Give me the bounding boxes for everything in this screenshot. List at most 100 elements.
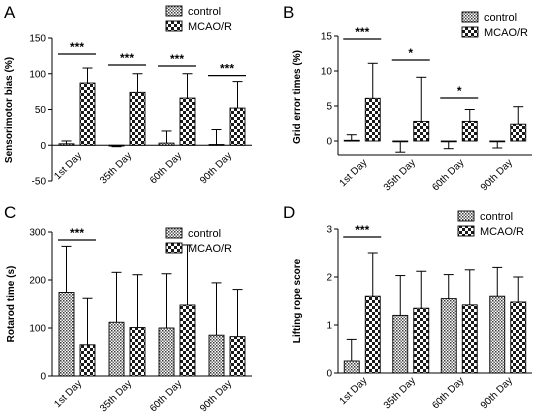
- y-axis-label: Lifting rope score: [292, 258, 303, 343]
- bar-mcao-r: [413, 307, 430, 374]
- bar-control: [108, 144, 125, 147]
- panel-a: A -50 0 50 100 150 Sensorimotor bias (%) 1st Da…: [4, 3, 252, 188]
- legend-swatch: [457, 225, 475, 237]
- x-tick-label: 60th Day: [148, 150, 184, 186]
- legend-label: control: [188, 228, 221, 240]
- y-tick-label: 0: [40, 141, 46, 152]
- bar-control: [58, 292, 75, 377]
- bar-control: [343, 360, 360, 374]
- bar-control: [58, 143, 75, 146]
- x-tick-label: 35th Day: [98, 378, 134, 414]
- y-axis-label: Grid error times (%): [292, 50, 303, 144]
- bar-control: [208, 334, 225, 377]
- x-tick-label: 1st Day: [52, 378, 84, 410]
- panel-d: D 0 1 2 3 Lifting rope score 1st Day *** 35th Da…: [283, 203, 532, 411]
- legend-swatch: [461, 11, 479, 23]
- y-tick-label: 10: [321, 67, 333, 78]
- panel-letter: B: [283, 3, 294, 22]
- significance-stars: ***: [220, 62, 234, 76]
- legend-swatch: [165, 242, 183, 254]
- y-tick-label: 0: [40, 372, 46, 383]
- legend-swatch: [457, 210, 475, 222]
- bar-control: [208, 144, 225, 146]
- y-tick-label: 50: [35, 105, 47, 116]
- significance-stars: *: [408, 46, 413, 60]
- bar-mcao-r: [364, 97, 381, 142]
- legend-swatch: [165, 20, 183, 32]
- significance-stars: ***: [120, 51, 134, 65]
- significance-stars: ***: [355, 25, 369, 39]
- bar-control: [343, 139, 360, 142]
- bar-mcao-r: [229, 107, 246, 146]
- bar-mcao-r: [79, 344, 96, 377]
- x-tick-label: 35th Day: [382, 375, 418, 411]
- x-tick-label: 1st Day: [338, 157, 370, 189]
- x-tick-label: 1st Day: [52, 150, 84, 182]
- y-tick-label: -50: [32, 177, 47, 188]
- legend-swatch: [461, 26, 479, 38]
- x-tick-label: 90th Day: [479, 375, 515, 411]
- legend-swatch: [165, 227, 183, 239]
- bar-mcao-r: [179, 97, 196, 146]
- bar-mcao-r: [129, 327, 146, 377]
- y-tick-label: 2: [326, 273, 332, 284]
- legend-label: control: [480, 211, 513, 223]
- legend-label: MCAO/R: [188, 243, 232, 255]
- significance-stars: ***: [170, 52, 184, 66]
- y-axis-label: Sensorimotor bias (%): [4, 57, 15, 163]
- x-tick-label: 1st Day: [338, 375, 370, 407]
- bar-mcao-r: [129, 91, 146, 146]
- bar-control: [392, 314, 409, 374]
- y-tick-label: 150: [29, 34, 46, 45]
- significance-stars: *: [457, 84, 462, 98]
- bar-mcao-r: [229, 336, 246, 377]
- legend-label: control: [188, 6, 221, 18]
- bar-control: [440, 298, 457, 374]
- x-tick-label: 60th Day: [430, 157, 466, 193]
- x-tick-label: 60th Day: [430, 375, 466, 411]
- y-tick-label: 200: [29, 276, 46, 287]
- y-tick-label: 3: [326, 225, 332, 236]
- x-tick-label: 35th Day: [382, 157, 418, 193]
- bar-control: [158, 142, 175, 146]
- bar-mcao-r: [461, 304, 478, 374]
- x-tick-label: 90th Day: [198, 378, 234, 414]
- panel-letter: D: [283, 203, 295, 222]
- panel-b: B 0 5 10 15 Grid error times (%) 1st Day *** 35t…: [283, 3, 532, 193]
- y-tick-label: 100: [29, 324, 46, 335]
- bar-control: [489, 295, 506, 374]
- y-axis-label: Rotarod time (s): [6, 266, 17, 343]
- panel-letter: A: [4, 3, 16, 22]
- bar-mcao-r: [461, 120, 478, 142]
- bar-mcao-r: [364, 295, 381, 374]
- y-tick-label: 0: [326, 137, 332, 148]
- y-tick-label: 15: [321, 32, 333, 43]
- legend-label: control: [484, 12, 517, 24]
- bar-mcao-r: [179, 304, 196, 377]
- significance-stars: ***: [355, 223, 369, 237]
- bar-mcao-r: [79, 82, 96, 146]
- x-tick-label: 90th Day: [479, 157, 515, 193]
- y-tick-label: 1: [326, 321, 332, 332]
- x-tick-label: 60th Day: [148, 378, 184, 414]
- legend-label: MCAO/R: [484, 27, 528, 39]
- y-tick-label: 5: [326, 102, 332, 113]
- bar-control: [489, 140, 506, 143]
- y-tick-label: 0: [326, 369, 332, 380]
- significance-stars: ***: [70, 40, 84, 54]
- bar-mcao-r: [413, 120, 430, 142]
- panel-c: C 0 100 200 300 Rotarod time (s) 1st Day *** 35t…: [4, 203, 252, 414]
- legend-swatch: [165, 5, 183, 17]
- y-tick-label: 300: [29, 228, 46, 239]
- y-tick-label: 100: [29, 69, 46, 80]
- bar-control: [158, 327, 175, 377]
- x-tick-label: 35th Day: [98, 150, 134, 186]
- bar-control: [108, 321, 125, 377]
- bar-mcao-r: [510, 123, 527, 142]
- bar-control: [440, 140, 457, 143]
- x-tick-label: 90th Day: [198, 150, 234, 186]
- legend-label: MCAO/R: [188, 21, 232, 33]
- significance-stars: ***: [70, 226, 84, 240]
- legend-label: MCAO/R: [480, 226, 524, 238]
